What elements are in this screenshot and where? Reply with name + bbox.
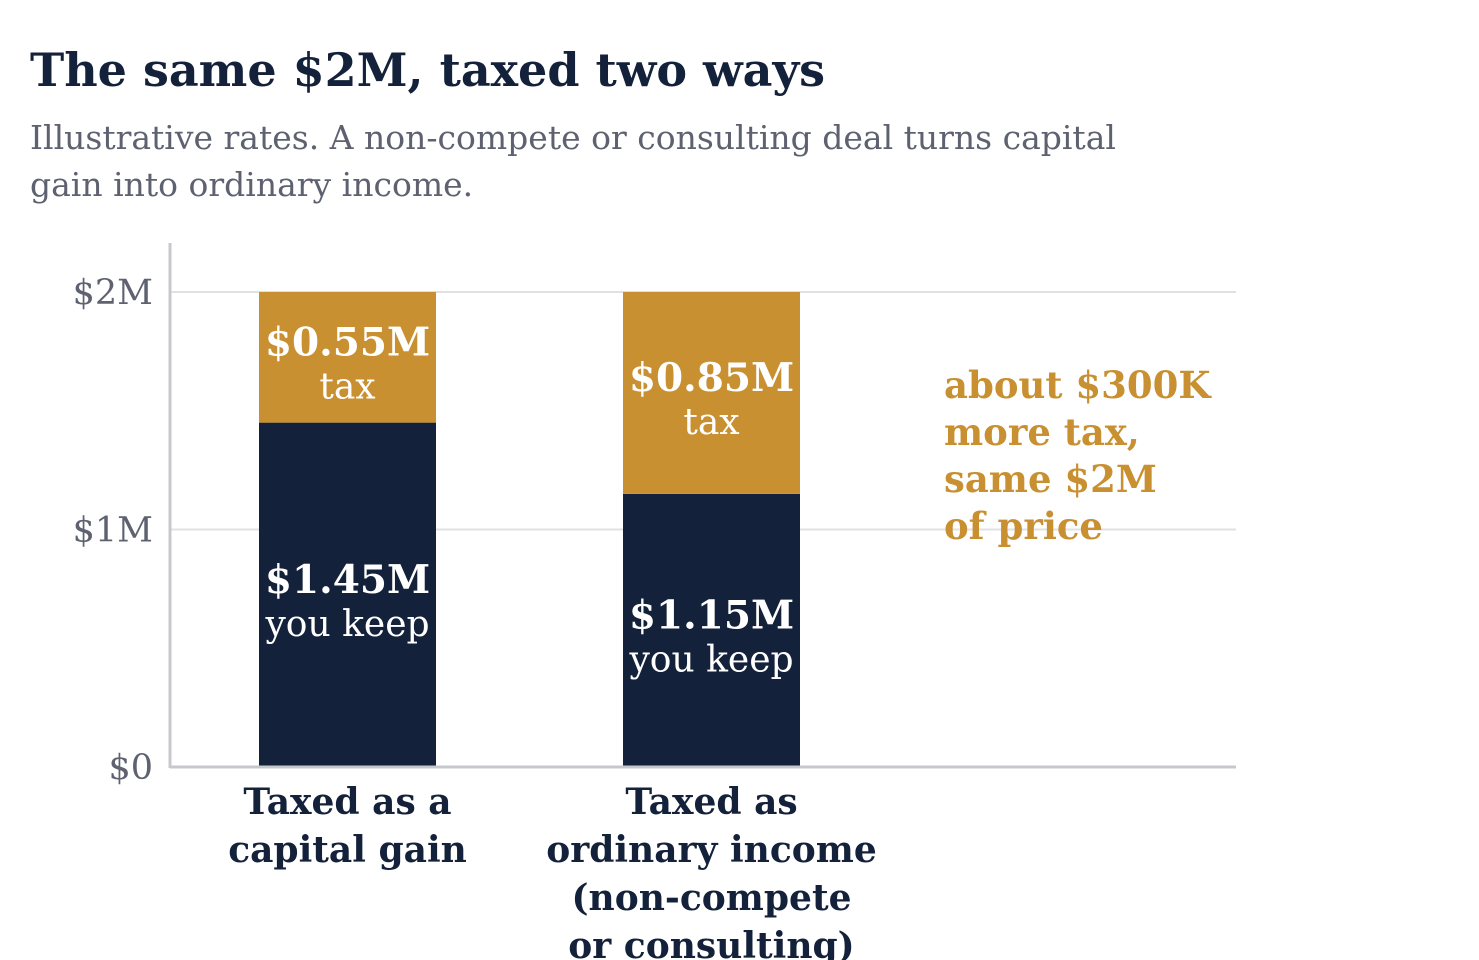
- chart-title: The same $2M, taxed two ways: [30, 43, 826, 97]
- category-label-0-line-1: capital gain: [228, 829, 467, 871]
- annotation-line-2: same $2M: [944, 457, 1157, 501]
- annotation-line-3: of price: [944, 504, 1103, 548]
- bar-segment-1-0: [623, 493, 800, 767]
- category-labels: Taxed as a capital gain Taxed as ordinary i…: [228, 781, 877, 960]
- y-tick-label-0: $0: [108, 748, 153, 788]
- segment-caption-1-0: you keep: [628, 639, 793, 680]
- chart-subtitle: Illustrative rates. A non-compete or con…: [30, 118, 1116, 204]
- segment-value-label-1-1: $0.85M: [629, 355, 794, 401]
- annotation-line-0: about $300K: [944, 363, 1212, 407]
- bar-segment-0-1: [259, 292, 436, 423]
- bar-segment-1-1: [623, 292, 800, 494]
- segment-value-label-1-0: $1.15M: [629, 592, 794, 638]
- segment-value-label-0-0: $1.45M: [265, 557, 430, 603]
- y-tick-label-1: $1M: [73, 511, 153, 551]
- bar-segment-0-0: [259, 422, 436, 767]
- axes: [168, 243, 1236, 769]
- segment-value-label-0-1: $0.55M: [265, 319, 430, 365]
- category-label-1-line-2: (non-compete: [572, 877, 852, 919]
- annotation-line-1: more tax,: [944, 410, 1140, 454]
- category-label-1-line-3: or consulting): [568, 925, 854, 960]
- segment-caption-1-1: tax: [683, 402, 739, 443]
- y-tick-labels: $0 $1M $2M: [73, 273, 153, 788]
- y-tick-label-2: $2M: [73, 273, 153, 313]
- segment-caption-0-0: you keep: [264, 604, 429, 645]
- category-label-0-line-0: Taxed as a: [243, 781, 451, 823]
- category-label-1-line-1: ordinary income: [546, 829, 877, 871]
- category-label-1-line-0: Taxed as: [625, 781, 797, 823]
- segment-caption-0-1: tax: [319, 366, 375, 407]
- bars: [259, 292, 800, 767]
